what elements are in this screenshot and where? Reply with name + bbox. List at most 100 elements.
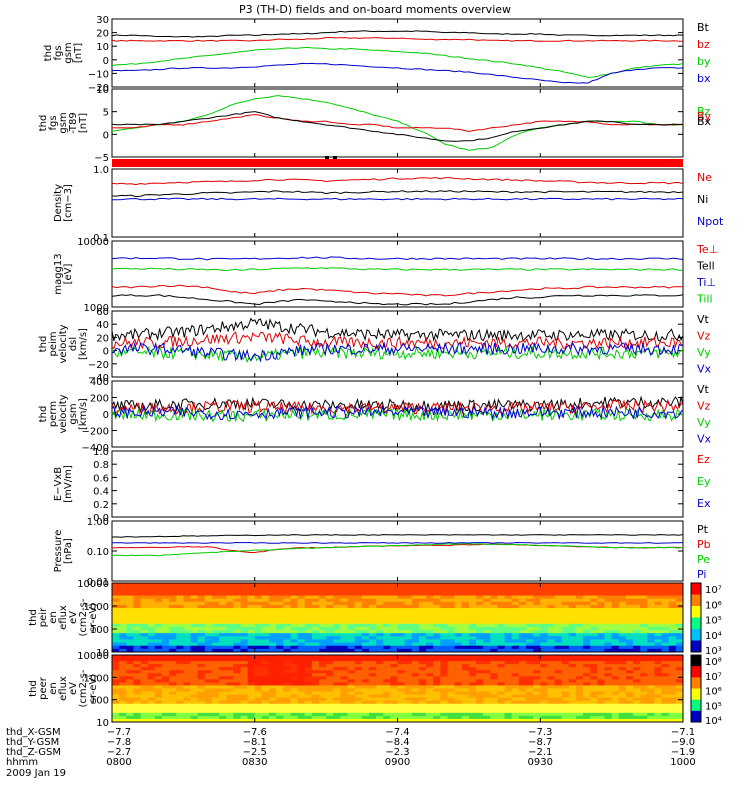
- heatmap-cell: [611, 712, 620, 717]
- heatmap-cell: [554, 688, 563, 693]
- heatmap-cell: [311, 598, 320, 603]
- heatmap-cell: [397, 703, 406, 708]
- heatmap-cell: [454, 589, 463, 593]
- heatmap-cell: [361, 685, 370, 689]
- heatmap-cell: [140, 697, 149, 702]
- heatmap-cell: [461, 673, 470, 677]
- heatmap-cell: [176, 642, 184, 647]
- heatmap-cell: [476, 691, 484, 696]
- colorbar-segment: [691, 688, 701, 701]
- heatmap-cell: [554, 626, 563, 631]
- heatmap-cell: [304, 697, 313, 702]
- heatmap-cell: [583, 636, 591, 640]
- heatmap-cell: [483, 670, 491, 674]
- heatmap-cell: [176, 685, 184, 689]
- heatmap-cell: [468, 679, 477, 683]
- heatmap-cell: [333, 658, 341, 662]
- heatmap-cell: [497, 712, 506, 717]
- heatmap-cell: [411, 617, 420, 622]
- heatmap-cell: [518, 633, 527, 637]
- heatmap-cell: [226, 685, 234, 689]
- heatmap-cell: [618, 592, 627, 597]
- heatmap-cell: [333, 639, 341, 644]
- heatmap-cell: [347, 617, 356, 622]
- heatmap-cell: [261, 709, 270, 714]
- heatmap-cell: [333, 630, 341, 634]
- heatmap-cell: [411, 676, 420, 680]
- heatmap-cell: [426, 703, 434, 708]
- heatmap-cell: [376, 661, 384, 665]
- heatmap-cell: [197, 661, 206, 665]
- heatmap-cell: [183, 685, 192, 689]
- heatmap-cell: [511, 712, 520, 717]
- heatmap-cell: [169, 604, 177, 609]
- heatmap-cell: [304, 655, 313, 659]
- heatmap-cell: [590, 676, 598, 680]
- x-axis-value: 1000: [670, 757, 695, 768]
- heatmap-cell: [397, 636, 406, 640]
- heatmap-cell: [197, 617, 206, 622]
- heatmap-cell: [404, 636, 413, 640]
- heatmap-cell: [254, 648, 263, 653]
- heatmap-cell: [454, 685, 463, 689]
- heatmap-cell: [525, 623, 534, 628]
- heatmap-cell: [233, 589, 241, 593]
- heatmap-cell: [497, 697, 506, 702]
- heatmap-cell: [490, 706, 498, 711]
- heatmap-cell: [618, 583, 627, 587]
- heatmap-cell: [318, 697, 327, 702]
- heatmap-cell: [625, 608, 634, 612]
- heatmap-cell: [261, 718, 270, 723]
- heatmap-cell: [354, 655, 363, 659]
- heatmap-cell: [361, 715, 370, 720]
- heatmap-cell: [504, 676, 513, 680]
- heatmap-cell: [554, 592, 563, 597]
- heatmap-cell: [126, 685, 134, 689]
- heatmap-cell: [233, 688, 241, 693]
- heatmap-cell: [397, 694, 406, 699]
- heatmap-cell: [518, 626, 527, 631]
- heatmap-cell: [411, 589, 420, 593]
- heatmap-cell: [426, 639, 434, 644]
- heatmap-cell: [647, 608, 655, 612]
- heatmap-cell: [597, 604, 605, 609]
- heatmap-cell: [461, 645, 470, 650]
- heatmap-cell: [340, 703, 349, 708]
- heatmap-cell: [490, 715, 498, 720]
- heatmap-cell: [483, 633, 491, 637]
- heatmap-cell: [583, 589, 591, 593]
- heatmap-cell: [447, 601, 456, 606]
- heatmap-cell: [297, 709, 306, 714]
- heatmap-cell: [504, 586, 513, 590]
- heatmap-cell: [276, 639, 284, 644]
- heatmap-cell: [461, 706, 470, 711]
- heatmap-cell: [204, 604, 213, 609]
- heatmap-cell: [340, 697, 349, 702]
- heatmap-cell: [547, 592, 556, 597]
- heatmap-cell: [433, 706, 441, 711]
- heatmap-cell: [533, 697, 541, 702]
- heatmap-cell: [675, 718, 684, 723]
- heatmap-cell: [261, 611, 270, 615]
- heatmap-cell: [283, 620, 291, 625]
- heatmap-cell: [233, 592, 241, 597]
- heatmap-cell: [525, 670, 534, 674]
- heatmap-cell: [440, 715, 448, 720]
- heatmap-cell: [240, 604, 249, 609]
- heatmap-cell: [568, 706, 577, 711]
- heatmap-cell: [511, 703, 520, 708]
- heatmap-cell: [211, 709, 220, 714]
- heatmap-cell: [583, 595, 591, 600]
- heatmap-cell: [254, 664, 263, 668]
- heatmap-cell: [304, 601, 313, 606]
- heatmap-cell: [226, 636, 234, 640]
- heatmap-cell: [219, 601, 227, 606]
- heatmap-cell: [511, 670, 520, 674]
- heatmap-cell: [618, 598, 627, 603]
- heatmap-cell: [390, 682, 398, 686]
- heatmap-cell: [254, 636, 263, 640]
- x-axis-row-label: hhmm: [6, 757, 38, 768]
- heatmap-cell: [254, 706, 263, 711]
- heatmap-cell: [568, 642, 577, 647]
- heatmap-cell: [668, 642, 677, 647]
